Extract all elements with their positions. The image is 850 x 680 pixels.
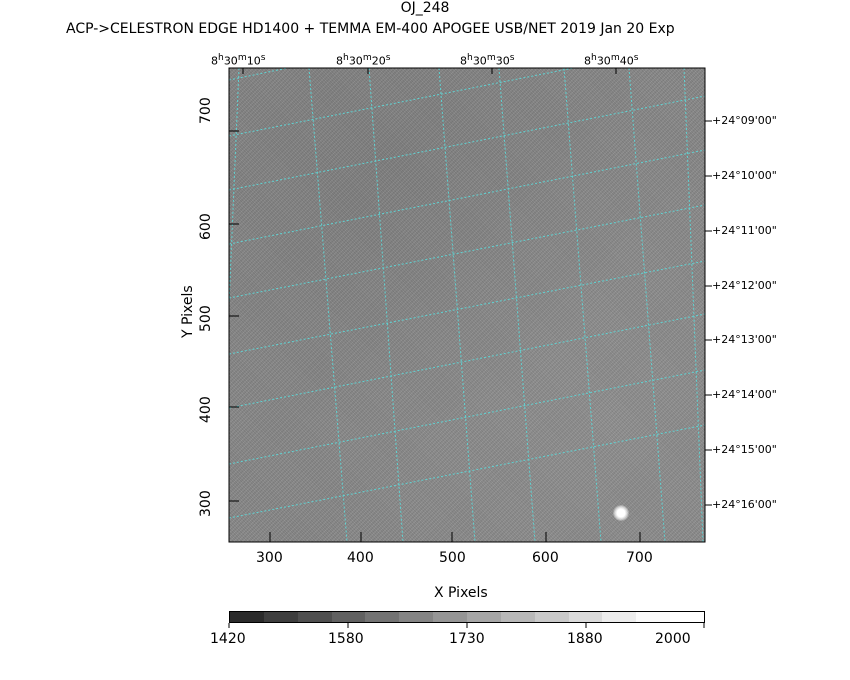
colorbar-label: 1730 bbox=[449, 631, 485, 647]
dec-grid-line bbox=[229, 68, 576, 137]
dec-grid-line bbox=[229, 424, 705, 519]
x-tick-label: 600 bbox=[532, 550, 559, 566]
ra-grid-line bbox=[308, 68, 348, 542]
dec-label: +24°09'00" bbox=[712, 114, 777, 127]
ra-label-4: 8h30m40s bbox=[584, 52, 639, 68]
dec-grid-line bbox=[229, 260, 705, 355]
ra-label-2: 8h30m20s bbox=[336, 52, 391, 68]
bright-star bbox=[613, 505, 629, 521]
coordinate-grid bbox=[229, 68, 705, 542]
colorbar-label: 1880 bbox=[567, 631, 603, 647]
colorbar-swatch bbox=[534, 612, 569, 622]
ra-grid-line bbox=[683, 68, 704, 542]
dec-grid-line bbox=[229, 369, 705, 465]
instrument-subtitle: ACP->CELESTRON EDGE HD1400 + TEMMA EM-40… bbox=[66, 21, 675, 37]
image-title: OJ_248 bbox=[400, 0, 450, 16]
x-tick-label: 700 bbox=[626, 550, 653, 566]
dec-grid-line bbox=[229, 204, 705, 299]
colorbar-label: 1420 bbox=[210, 631, 246, 647]
dec-label: +24°14'00" bbox=[712, 388, 777, 401]
sky-image[interactable] bbox=[229, 68, 705, 542]
colorbar-swatch bbox=[636, 612, 671, 622]
x-tick-label: 500 bbox=[439, 550, 466, 566]
dec-grid-line bbox=[229, 313, 705, 409]
colorbar-swatch bbox=[602, 612, 637, 622]
colorbar-swatch bbox=[331, 612, 366, 622]
image-noise-texture bbox=[229, 68, 705, 542]
colorbar-swatch bbox=[263, 612, 298, 622]
colorbar-swatch bbox=[399, 612, 434, 622]
colorbar-swatch bbox=[297, 612, 332, 622]
dec-label: +24°11'00" bbox=[712, 224, 777, 237]
colorbar-swatch bbox=[230, 612, 264, 622]
dec-label: +24°12'00" bbox=[712, 279, 777, 292]
colorbar-swatch bbox=[568, 612, 603, 622]
ra-label-3: 8h30m30s bbox=[460, 52, 515, 68]
ra-grid-line bbox=[628, 68, 666, 542]
x-tick-label: 300 bbox=[256, 550, 283, 566]
dec-grid-line bbox=[229, 95, 705, 191]
dec-label: +24°15'00" bbox=[712, 443, 777, 456]
ra-label-1: 8h30m10s bbox=[211, 52, 266, 68]
colorbar-swatch bbox=[365, 612, 400, 622]
dec-grid-line bbox=[229, 149, 705, 245]
colorbar-swatch bbox=[467, 612, 501, 622]
colorbar-label: 1580 bbox=[328, 631, 364, 647]
ra-grid-line bbox=[498, 68, 536, 542]
ra-grid-line bbox=[563, 68, 602, 542]
colorbar-swatch bbox=[670, 612, 705, 622]
dec-label: +24°16'00" bbox=[712, 498, 777, 511]
colorbar bbox=[229, 611, 705, 623]
x-axis-label: X Pixels bbox=[434, 585, 488, 601]
colorbar-label: 2000 bbox=[655, 631, 691, 647]
x-tick-label: 400 bbox=[347, 550, 374, 566]
colorbar-swatch bbox=[500, 612, 535, 622]
ra-grid-line bbox=[368, 68, 404, 542]
ra-grid-line bbox=[438, 68, 476, 542]
dec-label: +24°13'00" bbox=[712, 333, 777, 346]
dec-label: +24°10'00" bbox=[712, 169, 777, 182]
colorbar-swatch bbox=[433, 612, 468, 622]
